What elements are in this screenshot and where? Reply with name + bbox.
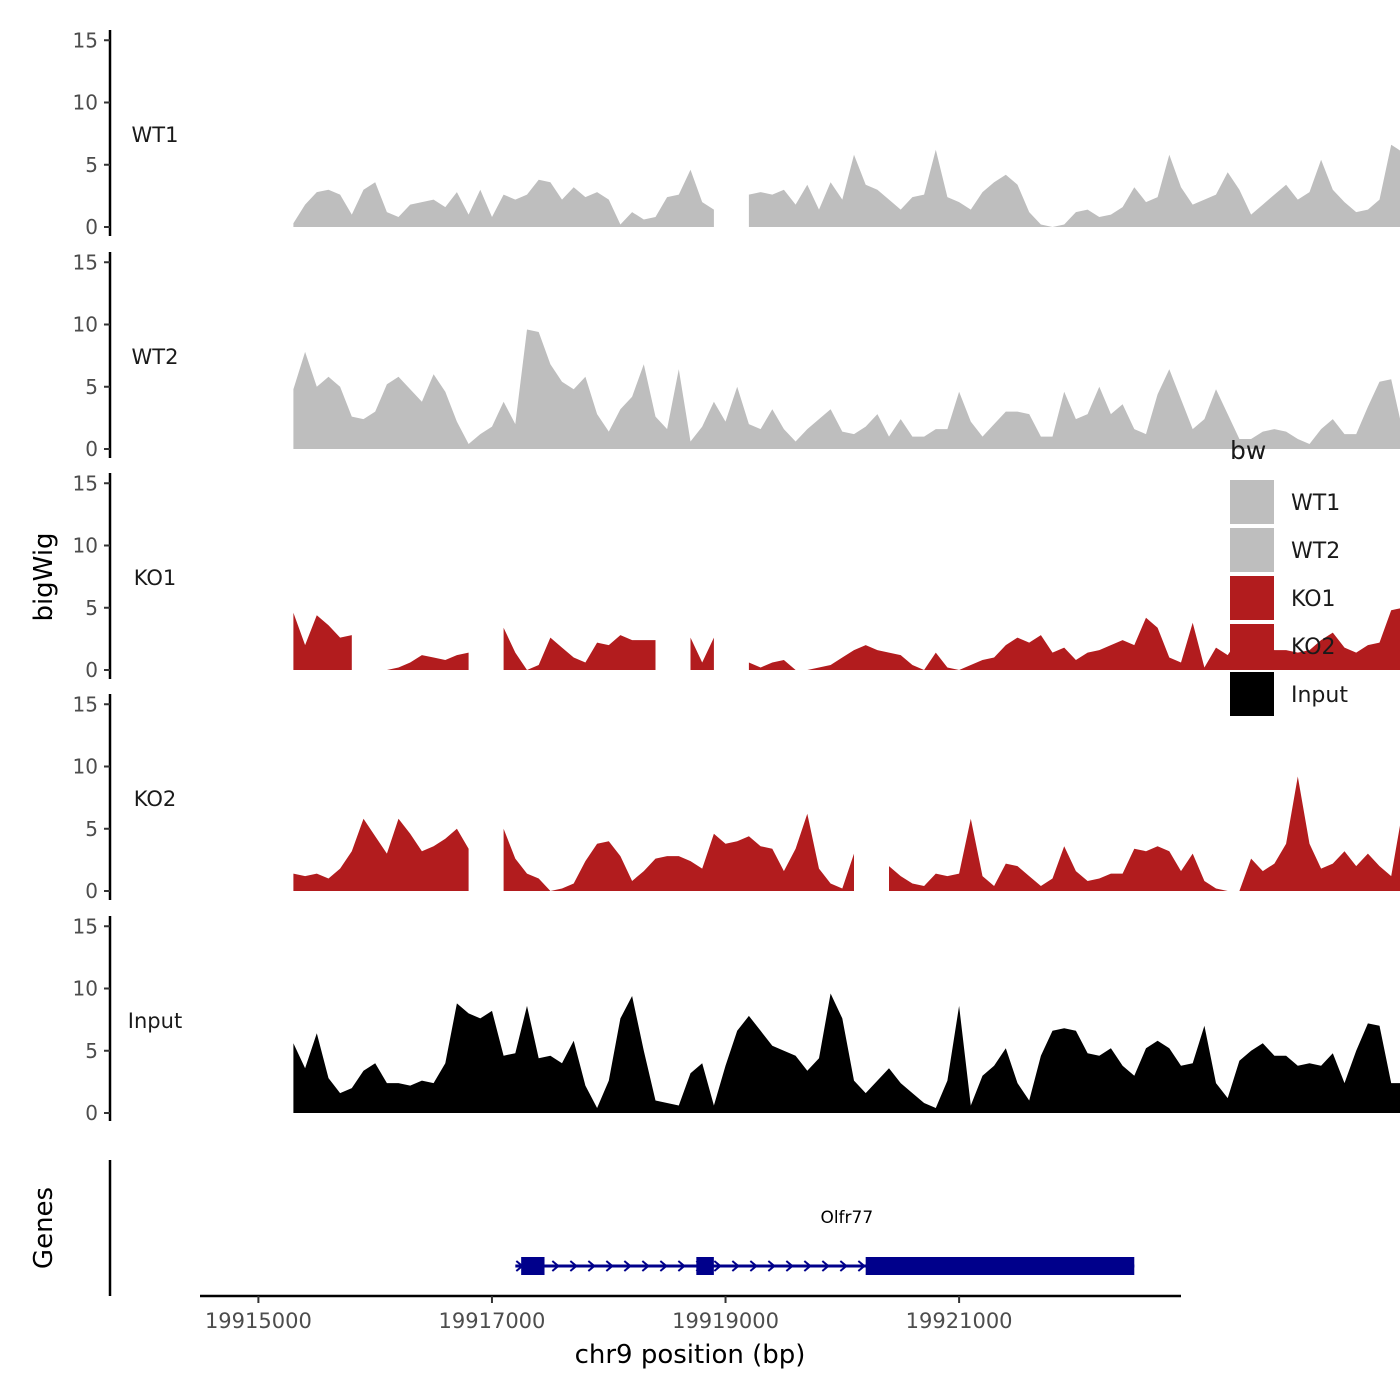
legend-label-ko1: KO1 <box>1291 587 1336 612</box>
track-input: 0 5 10 15 Input <box>73 914 1400 1125</box>
strand-arrow <box>551 1260 560 1272</box>
strand-arrow <box>623 1260 632 1272</box>
coverage-area-ko1 <box>503 627 656 670</box>
y-tick-label: 5 <box>85 817 98 841</box>
legend-label-wt2: WT2 <box>1291 539 1340 564</box>
legend-title: bw <box>1230 436 1266 465</box>
gene-exon <box>696 1257 714 1275</box>
y-tick-label: 10 <box>73 534 98 558</box>
coverage-area-input <box>293 993 1400 1113</box>
y-tick-label: 0 <box>85 658 98 682</box>
y-tick-label: 15 <box>73 914 98 938</box>
genes-panel: Olfr77 <box>108 1160 1135 1296</box>
track-label-input: Input <box>128 1009 182 1033</box>
y-tick-label: 0 <box>85 437 98 461</box>
y-tick-label: 5 <box>85 153 98 177</box>
strand-arrow <box>767 1260 776 1272</box>
y-tick-label: 10 <box>73 91 98 115</box>
strand-arrow <box>587 1260 596 1272</box>
y-tick-label: 10 <box>73 977 98 1001</box>
strand-arrow <box>605 1260 614 1272</box>
track-wt1: 0 5 10 15 WT1 <box>73 28 1400 239</box>
x-tick-label: 19917000 <box>439 1309 546 1333</box>
y-axis-title: bigWig <box>29 532 59 621</box>
track-panels: 0 5 10 15 WT1 0 5 10 15 WT2 0 5 10 15 KO1 0 5 10 15 KO2 0 5 10… <box>73 28 1400 1125</box>
y-tick-label: 15 <box>73 471 98 495</box>
track-label-ko2: KO2 <box>134 787 177 811</box>
strand-arrow <box>839 1260 848 1272</box>
x-axis-title: chr9 position (bp) <box>575 1340 806 1370</box>
y-tick-label: 15 <box>73 692 98 716</box>
y-tick-label: 15 <box>73 28 98 52</box>
gene-olfr77: Olfr77 <box>515 1208 1135 1275</box>
y-tick-label: 5 <box>85 596 98 620</box>
strand-arrow <box>857 1260 866 1272</box>
strand-arrow <box>821 1260 830 1272</box>
legend-swatch-ko1 <box>1230 576 1274 620</box>
track-wt2: 0 5 10 15 WT2 <box>73 250 1400 461</box>
legend-swatch-input <box>1230 672 1274 716</box>
strand-arrow <box>569 1260 578 1272</box>
gene-name-label: Olfr77 <box>820 1208 873 1228</box>
gene-exon <box>521 1257 545 1275</box>
coverage-area-ko1 <box>690 637 714 670</box>
y-tick-label: 0 <box>85 1101 98 1125</box>
coverage-area-ko2 <box>503 813 854 891</box>
coverage-area-wt1 <box>293 169 714 227</box>
strand-arrow <box>713 1260 722 1272</box>
gene-exon <box>865 1257 1135 1275</box>
x-tick-label: 19921000 <box>906 1309 1013 1333</box>
track-label-wt1: WT1 <box>132 123 179 147</box>
legend-label-wt1: WT1 <box>1291 491 1340 516</box>
coverage-area-ko2 <box>889 776 1400 891</box>
y-tick-label: 5 <box>85 1039 98 1063</box>
legend-swatch-wt1 <box>1230 480 1274 524</box>
strand-arrow <box>749 1260 758 1272</box>
y-tick-label: 5 <box>85 375 98 399</box>
strand-arrow <box>677 1260 686 1272</box>
y-tick-label: 10 <box>73 755 98 779</box>
strand-arrow <box>641 1260 650 1272</box>
track-label-wt2: WT2 <box>132 345 179 369</box>
x-axis: 19915000 19917000 19919000 19921000 <box>200 1294 1181 1333</box>
coverage-area-ko1 <box>386 652 469 670</box>
strand-arrow <box>785 1260 794 1272</box>
strand-arrow <box>659 1260 668 1272</box>
x-tick-label: 19915000 <box>205 1309 312 1333</box>
track-label-ko1: KO1 <box>134 566 177 590</box>
coverage-area-wt2 <box>293 329 1400 449</box>
track-ko2: 0 5 10 15 KO2 <box>73 692 1400 903</box>
y-tick-label: 0 <box>85 215 98 239</box>
coverage-area-wt1 <box>748 144 1400 227</box>
y-tick-label: 15 <box>73 250 98 274</box>
track-ko1: 0 5 10 15 KO1 <box>73 471 1400 682</box>
legend-swatch-wt2 <box>1230 528 1274 572</box>
coverage-area-ko1 <box>293 612 352 670</box>
legend-label-input: Input <box>1291 683 1348 708</box>
strand-arrow <box>731 1260 740 1272</box>
coverage-area-ko2 <box>293 818 469 891</box>
y-tick-label: 0 <box>85 879 98 903</box>
legend: bw WT1 WT2 KO1 KO2 Input <box>1230 436 1348 716</box>
strand-arrow <box>803 1260 812 1272</box>
legend-swatch-ko2 <box>1230 624 1274 668</box>
x-tick-label: 19919000 <box>672 1309 779 1333</box>
y-tick-label: 10 <box>73 313 98 337</box>
genes-axis-title: Genes <box>29 1187 59 1269</box>
legend-label-ko2: KO2 <box>1291 635 1336 660</box>
